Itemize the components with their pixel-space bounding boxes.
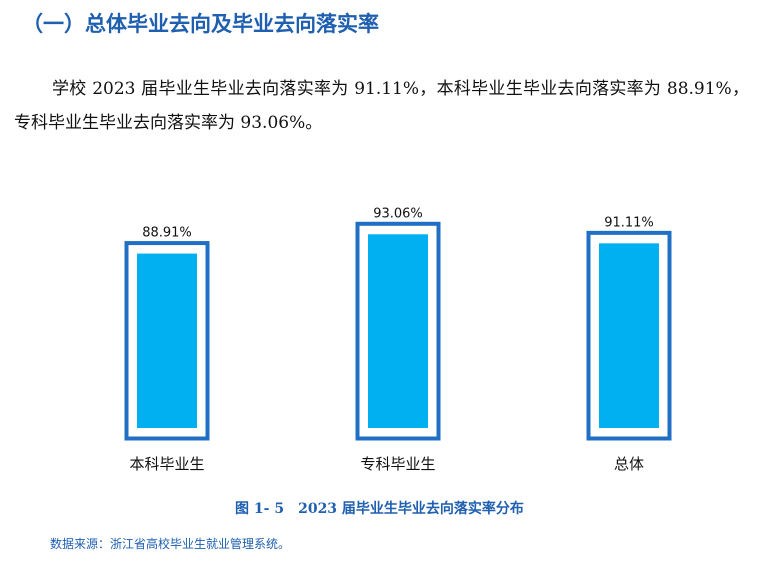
data-label: 93.06% [373, 206, 423, 221]
labels-layer: 88.91% 本科毕业生 93.06% 专科毕业生 91.11% 总体 [129, 206, 653, 473]
bar-group [124, 241, 210, 441]
bar-group [586, 230, 672, 441]
figure-caption: 图 1- 5 2023 届毕业生毕业去向落实率分布 [235, 501, 524, 517]
data-label: 91.11% [604, 215, 654, 230]
summary-paragraph: 学校 2023 届毕业生毕业去向落实率为 91.11%，本科毕业生毕业去向落实率… [14, 79, 749, 133]
category-label: 本科毕业生 [129, 455, 204, 473]
bar-group [355, 221, 441, 441]
section-title: （一）总体毕业去向及毕业去向落实率 [22, 12, 379, 36]
bar [599, 243, 659, 428]
data-source-note: 数据来源：浙江省高校毕业生就业管理系统。 [50, 537, 291, 551]
bar-chart: 88.91% 本科毕业生 93.06% 专科毕业生 91.11% 总体 [124, 206, 672, 473]
data-label: 88.91% [142, 226, 192, 241]
bar-outline [355, 221, 441, 441]
category-label: 专科毕业生 [360, 455, 435, 473]
bar [368, 234, 428, 428]
bar-outline [124, 241, 210, 441]
category-label: 总体 [614, 455, 644, 473]
bar-outline [586, 230, 672, 441]
bars-layer [124, 221, 672, 441]
bar [137, 253, 197, 428]
